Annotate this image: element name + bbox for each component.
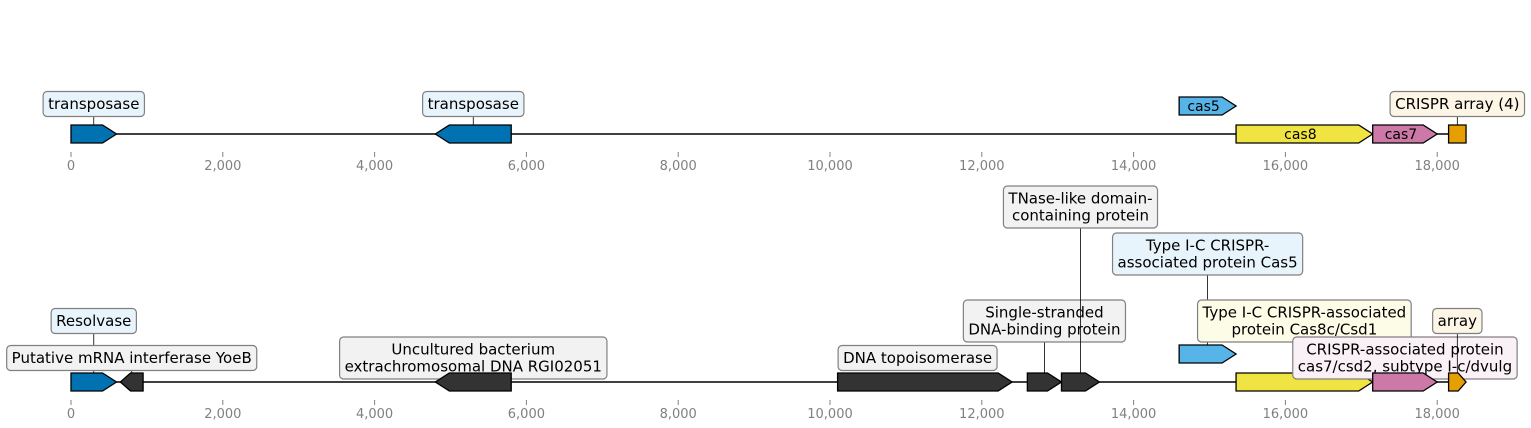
gene-inline-label: cas8 [1284, 127, 1316, 143]
axis-tick-label: 8,000 [660, 407, 697, 422]
gene-arrow [836, 372, 1014, 392]
axis-tick-label: 14,000 [1111, 159, 1157, 174]
gene-arrow [1026, 372, 1063, 392]
gene-label: transposase [42, 90, 146, 118]
axis-tick-label: 18,000 [1414, 407, 1460, 422]
gene-label: TNase-like domain-containing protein [1002, 185, 1159, 229]
gene-label-text: transposase [428, 95, 519, 113]
axis-tick-label: 12,000 [959, 407, 1005, 422]
axis-tick-label: 0 [67, 159, 75, 174]
axis-tick-label: 18,000 [1414, 159, 1460, 174]
gene-label-text: containing protein [1012, 207, 1149, 225]
bottom-axis: 0 2,000 4,000 6,000 8,000 10,000 12,000 14,000 1… [67, 400, 1460, 422]
gene-label-text: extrachromosomal DNA RGI02051 [345, 358, 602, 376]
axis-tick-label: 4,000 [356, 407, 393, 422]
gene-label-frame [1111, 232, 1304, 276]
top-axis: 0 2,000 4,000 6,000 8,000 10,000 12,000 14,000 1… [67, 152, 1460, 174]
gene-label-text: Single-stranded [985, 304, 1103, 322]
track-bottom: Resolvase Putative mRNA interferase YoeB U… [6, 185, 1518, 392]
gene-label-text: Resolvase [56, 312, 131, 330]
gene-label: CRISPR array (4) [1389, 90, 1526, 118]
gene-inline-label: cas5 [1187, 99, 1219, 115]
axis-tick-label: 2,000 [204, 407, 241, 422]
axis-tick-label: 14,000 [1111, 407, 1157, 422]
gene-arrow [1372, 372, 1439, 392]
gene-arrow [1447, 124, 1467, 144]
gene-label-frame [50, 307, 137, 335]
gene-label-text: array [1438, 312, 1477, 330]
gene-label-text: DNA topoisomerase [843, 349, 992, 367]
axis-tick-label: 8,000 [660, 159, 697, 174]
gene-label-text: protein Cas8c/Csd1 [1231, 321, 1377, 339]
gene-arrow [1178, 96, 1238, 116]
gene-label: DNA topoisomerase [837, 344, 998, 372]
gene-label-frame [837, 344, 998, 372]
gene-label: Type I-C CRISPR-associated protein Cas5 [1111, 232, 1304, 276]
axis-tick-label: 4,000 [356, 159, 393, 174]
gene-arrow [1447, 372, 1467, 392]
gene-label-frame [42, 90, 146, 118]
gene-label-text: TNase-like domain- [1007, 190, 1152, 208]
gene-label-text: transposase [48, 95, 139, 113]
gene-label: Putative mRNA interferase YoeB [6, 344, 258, 372]
gene-label-text: CRISPR-associated protein [1306, 341, 1503, 359]
gene-arrow [1178, 344, 1238, 364]
gene-label-frame [1002, 185, 1159, 229]
gene-label-frame [1432, 307, 1483, 335]
gene-label-frame [1389, 90, 1526, 118]
gene-label-text: Putative mRNA interferase YoeB [12, 349, 252, 367]
gene-label-frame [962, 299, 1127, 343]
gene-label-frame [422, 90, 525, 118]
axis-tick-label: 6,000 [508, 407, 545, 422]
gene-label-text: Uncultured bacterium [391, 341, 555, 359]
gene-label-text: CRISPR array (4) [1395, 95, 1519, 113]
gene-label-text: cas7/csd2, subtype I-c/dvulg [1298, 358, 1512, 376]
axis-tick-label: 16,000 [1263, 407, 1309, 422]
gene-arrow [434, 372, 512, 392]
gene-label-text: Type I-C CRISPR- [1145, 237, 1269, 255]
gene-label-frame [6, 344, 258, 372]
axis-tick-label: 12,000 [959, 159, 1005, 174]
gene-inline-label: cas7 [1385, 127, 1417, 143]
gene-arrow [70, 124, 118, 144]
axis-tick-label: 10,000 [807, 407, 853, 422]
gene-label-text: associated protein Cas5 [1118, 254, 1298, 272]
gene-arrow [1060, 372, 1101, 392]
gene-label: transposase [422, 90, 525, 118]
gene-arrow [1235, 124, 1374, 144]
gene-arrow [434, 124, 512, 144]
axis-tick-label: 16,000 [1263, 159, 1309, 174]
axis-tick-label: 0 [67, 407, 75, 422]
gene-arrow [70, 372, 118, 392]
axis-tick-label: 10,000 [807, 159, 853, 174]
gene-label: array [1432, 307, 1483, 335]
gene-label: Resolvase [50, 307, 137, 335]
axis-tick-label: 2,000 [204, 159, 241, 174]
gene-arrow [119, 372, 144, 392]
gene-label-text: Type I-C CRISPR-associated [1202, 304, 1407, 322]
gene-label-text: DNA-binding protein [968, 321, 1120, 339]
gene-arrow [1372, 124, 1439, 144]
track-top: transposase transposase cas5 cas8 cas7 CRISPR… [42, 90, 1526, 144]
axis-tick-label: 6,000 [508, 159, 545, 174]
